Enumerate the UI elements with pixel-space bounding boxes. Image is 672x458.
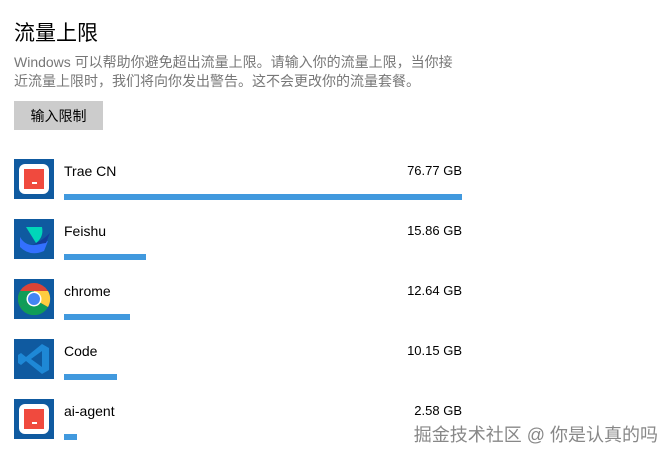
usage-bar xyxy=(64,434,462,440)
app-name: Code xyxy=(64,343,98,359)
enter-limit-button[interactable]: 输入限制 xyxy=(14,101,103,130)
usage-bar-fill xyxy=(64,434,78,440)
app-usage-value: 2.58 GB xyxy=(414,403,462,418)
usage-bar xyxy=(64,254,462,260)
page-title: 流量上限 xyxy=(14,22,98,45)
app-name: Feishu xyxy=(64,223,107,239)
watermark: 掘金技术社区 @ 你是认真的吗 xyxy=(413,425,658,445)
usage-bar xyxy=(64,314,462,320)
usage-bar-fill xyxy=(64,254,146,260)
app-usage-row: ai-agent 2.58 GB xyxy=(14,399,462,447)
app-name: Trae CN xyxy=(64,163,117,179)
trae-icon xyxy=(14,399,54,439)
app-name: chrome xyxy=(64,283,111,299)
app-usage-row: Trae CN 76.77 GB xyxy=(14,159,462,207)
app-usage-value: 15.86 GB xyxy=(407,223,462,238)
chrome-icon xyxy=(14,279,54,319)
app-usage-value: 76.77 GB xyxy=(407,163,462,178)
app-usage-value: 10.15 GB xyxy=(407,343,462,358)
trae-icon xyxy=(14,159,54,199)
app-usage-row: Code 10.15 GB xyxy=(14,339,462,387)
app-usage-row: chrome 12.64 GB xyxy=(14,279,462,327)
usage-bar-fill xyxy=(64,194,462,200)
vscode-icon xyxy=(14,339,54,379)
app-usage-value: 12.64 GB xyxy=(407,283,462,298)
description: Windows 可以帮助你避免超出流量上限。请输入你的流量上限，当你接近流量上限… xyxy=(14,54,453,89)
usage-bar-fill xyxy=(64,314,131,320)
feishu-icon xyxy=(14,219,54,259)
usage-bar xyxy=(64,194,462,200)
usage-bar xyxy=(64,374,462,380)
usage-bar-fill xyxy=(64,374,117,380)
app-name: ai-agent xyxy=(64,403,115,419)
app-usage-row: Feishu 15.86 GB xyxy=(14,219,462,267)
